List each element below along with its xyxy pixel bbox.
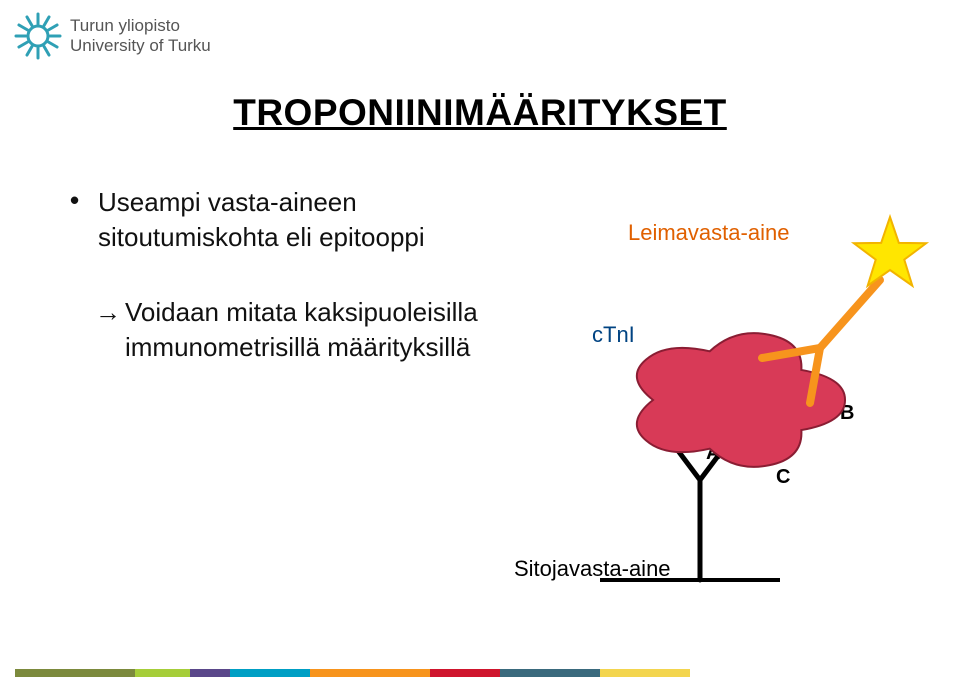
- arrow-line1: Voidaan mitata kaksipuoleisilla: [125, 297, 478, 327]
- arrow-block: → Voidaan mitata kaksipuoleisilla immuno…: [95, 295, 515, 365]
- label-sitoja: Sitojavasta-aine: [514, 556, 671, 582]
- arrow-marker: →: [95, 295, 125, 365]
- footer-seg: [190, 669, 230, 677]
- footer-seg: [600, 669, 690, 677]
- bullet-block: • Useampi vasta-aineen sitoutumiskohta e…: [70, 185, 500, 255]
- footer-seg: [500, 669, 600, 677]
- footer-color-bar: [15, 669, 690, 677]
- page-title: TROPONIINIMÄÄRITYKSET: [0, 92, 960, 134]
- logo-line2: University of Turku: [70, 36, 211, 56]
- footer-seg: [430, 669, 500, 677]
- label-b: B: [840, 402, 854, 425]
- footer-seg: [15, 669, 135, 677]
- label-c: C: [776, 466, 790, 489]
- arrow-line2: immunometrisillä määrityksillä: [125, 332, 470, 362]
- label-leimavasta: Leimavasta-aine: [628, 220, 789, 246]
- bullet-line1: Useampi vasta-aineen: [98, 187, 357, 217]
- footer-seg: [310, 669, 430, 677]
- footer-seg: [135, 669, 190, 677]
- footer-seg: [230, 669, 310, 677]
- label-ctni: cTnI: [592, 322, 635, 348]
- label-a: A: [706, 442, 720, 465]
- logo-block: Turun yliopisto University of Turku: [14, 12, 211, 60]
- logo-line1: Turun yliopisto: [70, 16, 211, 36]
- logo-emblem: [14, 12, 62, 60]
- bullet-line2: sitoutumiskohta eli epitooppi: [98, 222, 425, 252]
- bullet-marker: •: [70, 185, 98, 255]
- logo-text: Turun yliopisto University of Turku: [70, 16, 211, 57]
